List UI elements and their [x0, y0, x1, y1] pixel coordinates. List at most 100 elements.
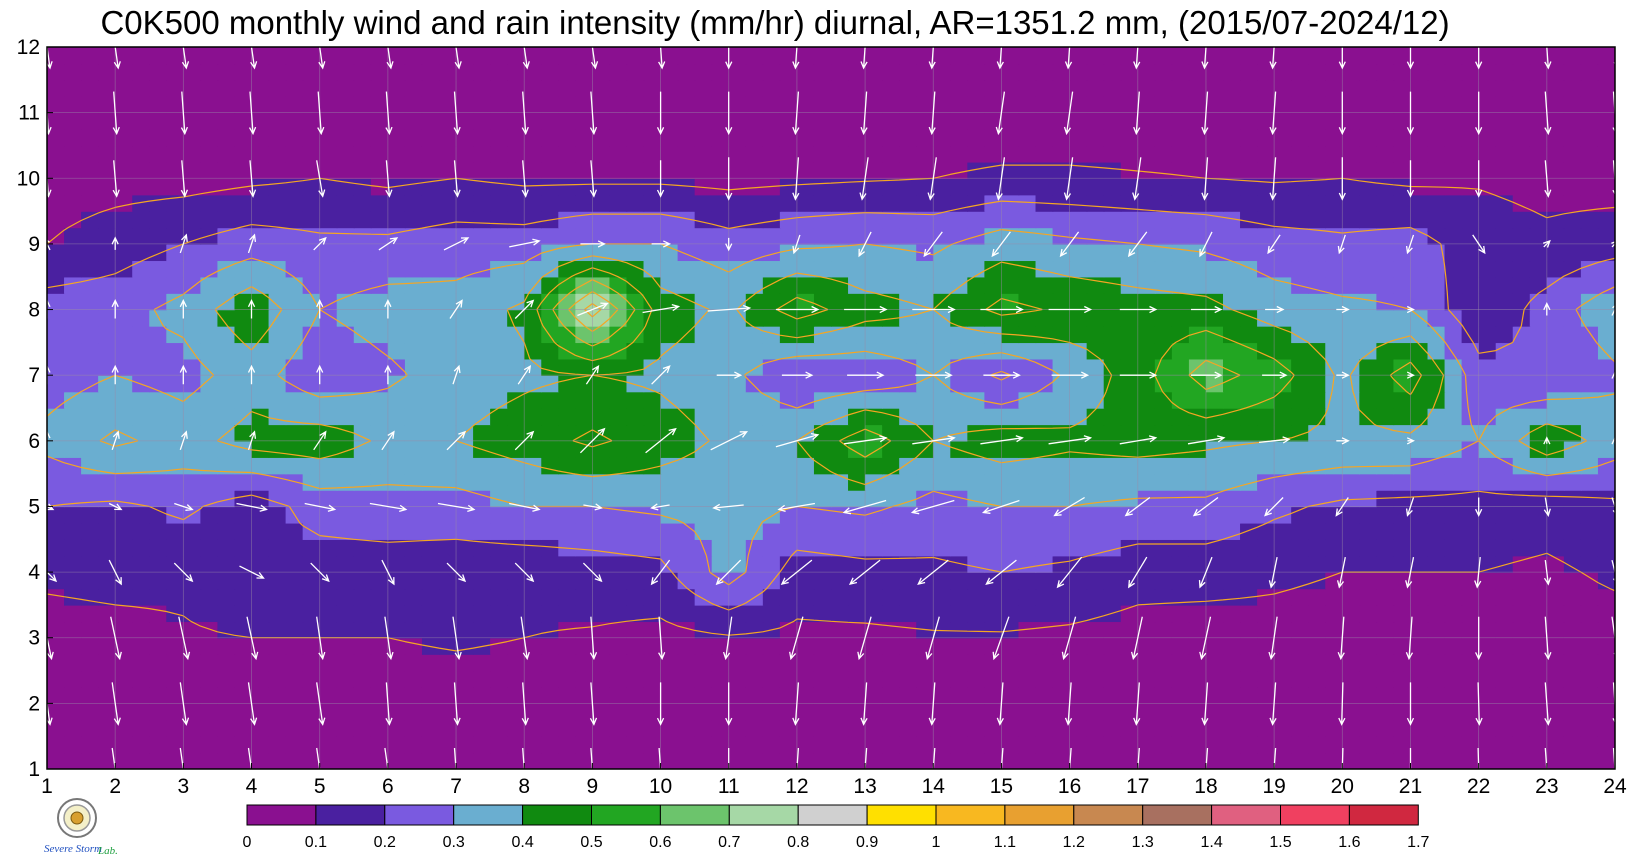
rain-cell — [98, 47, 116, 65]
rain-cell — [711, 161, 730, 179]
rain-cell — [950, 473, 969, 491]
wind-arrow — [585, 364, 600, 385]
rain-cell — [1546, 621, 1565, 639]
wind-arrow — [1337, 616, 1345, 661]
rain-cell — [81, 293, 99, 311]
rain-cell — [285, 260, 304, 278]
rain-cell — [1478, 719, 1497, 737]
rain-cell — [1359, 637, 1378, 655]
rain-cell — [1495, 506, 1514, 524]
rain-cell — [984, 654, 1003, 672]
rain-cell — [831, 293, 849, 311]
rain-cell — [1597, 424, 1615, 442]
rain-cell — [132, 325, 150, 344]
rain-cell — [813, 178, 832, 196]
wind-arrow — [796, 747, 800, 769]
rain-cell — [524, 555, 542, 573]
rain-cell — [336, 736, 355, 754]
rain-cell — [217, 703, 236, 721]
rain-cell — [1188, 572, 1207, 590]
y-tick-label: 1 — [28, 758, 40, 781]
rain-cell — [1512, 703, 1531, 721]
rain-cell — [1291, 539, 1309, 557]
rain-cell — [1205, 604, 1224, 623]
rain-cell — [541, 112, 559, 130]
rain-cell — [1291, 604, 1309, 623]
rain-cell — [1512, 604, 1531, 623]
rain-cell — [1069, 703, 1088, 721]
rain-cell — [882, 145, 900, 163]
wind-arrow — [1262, 371, 1288, 379]
rain-cell — [166, 342, 185, 360]
rain-cell — [115, 703, 133, 721]
rain-cell — [1154, 79, 1173, 97]
rain-cell — [217, 473, 236, 491]
rain-cell — [1291, 424, 1309, 442]
rain-cell — [1325, 424, 1343, 442]
colorbar-label: 0.3 — [443, 834, 465, 851]
rain-cell — [47, 375, 65, 393]
rain-cell — [302, 227, 321, 245]
rain-cell — [1478, 96, 1497, 114]
rain-cell — [1086, 703, 1105, 721]
rain-cell — [1154, 96, 1173, 114]
rain-cell — [1342, 604, 1361, 623]
rain-cell — [1291, 129, 1309, 147]
rain-cell — [524, 473, 542, 491]
rain-cell — [1001, 736, 1020, 754]
rain-cell — [677, 260, 696, 278]
rain-cell — [404, 408, 423, 426]
rain-cell — [882, 506, 900, 524]
rain-cell — [1171, 194, 1190, 212]
rain-cell — [1597, 47, 1615, 65]
rain-cell — [370, 703, 389, 721]
rain-cell — [1291, 293, 1309, 311]
rain-cell — [234, 670, 253, 688]
rain-cell — [166, 96, 185, 114]
rain-cell — [1274, 63, 1292, 81]
rain-cell — [1103, 506, 1122, 524]
rain-cell — [1035, 63, 1054, 81]
rain-cell — [81, 736, 99, 754]
rain-cell — [745, 736, 764, 754]
rain-cell — [1137, 621, 1156, 639]
rain-cell — [796, 539, 815, 557]
rain-cell — [1291, 686, 1309, 705]
rain-cell — [1240, 260, 1258, 278]
rain-cell — [524, 457, 542, 475]
wind-arrow — [775, 432, 820, 448]
rain-cell — [404, 325, 423, 344]
rain-cell — [1069, 670, 1088, 688]
rain-cell — [1274, 440, 1292, 458]
y-tick-label: 11 — [18, 102, 40, 125]
rain-cell — [64, 293, 82, 311]
rain-cell — [132, 293, 150, 311]
rain-cell — [200, 342, 219, 360]
rain-cell — [1393, 408, 1412, 426]
rain-cell — [1376, 703, 1395, 721]
rain-cell — [302, 358, 321, 376]
rain-cell — [762, 424, 781, 442]
rain-cell — [1274, 424, 1292, 442]
rain-cell — [1427, 555, 1446, 573]
rain-cell — [626, 440, 645, 458]
rain-cell — [64, 375, 82, 393]
rain-cell — [1018, 719, 1037, 737]
rain-cell — [1376, 506, 1395, 524]
rain-cell — [1376, 243, 1395, 262]
rain-cell — [336, 440, 355, 458]
rain-cell — [353, 654, 372, 672]
rain-cell — [132, 686, 150, 705]
rain-cell — [1171, 490, 1190, 508]
rain-cell — [370, 654, 389, 672]
rain-cell — [404, 375, 423, 393]
rain-cell — [967, 736, 986, 754]
rain-cell — [1529, 736, 1548, 754]
rain-cell — [507, 736, 525, 754]
rain-cell — [1154, 457, 1173, 475]
rain-cell — [64, 621, 82, 639]
rain-cell — [149, 588, 167, 606]
rain-cell — [524, 129, 542, 147]
wind-arrow — [1406, 682, 1415, 726]
rain-cell — [132, 555, 150, 573]
